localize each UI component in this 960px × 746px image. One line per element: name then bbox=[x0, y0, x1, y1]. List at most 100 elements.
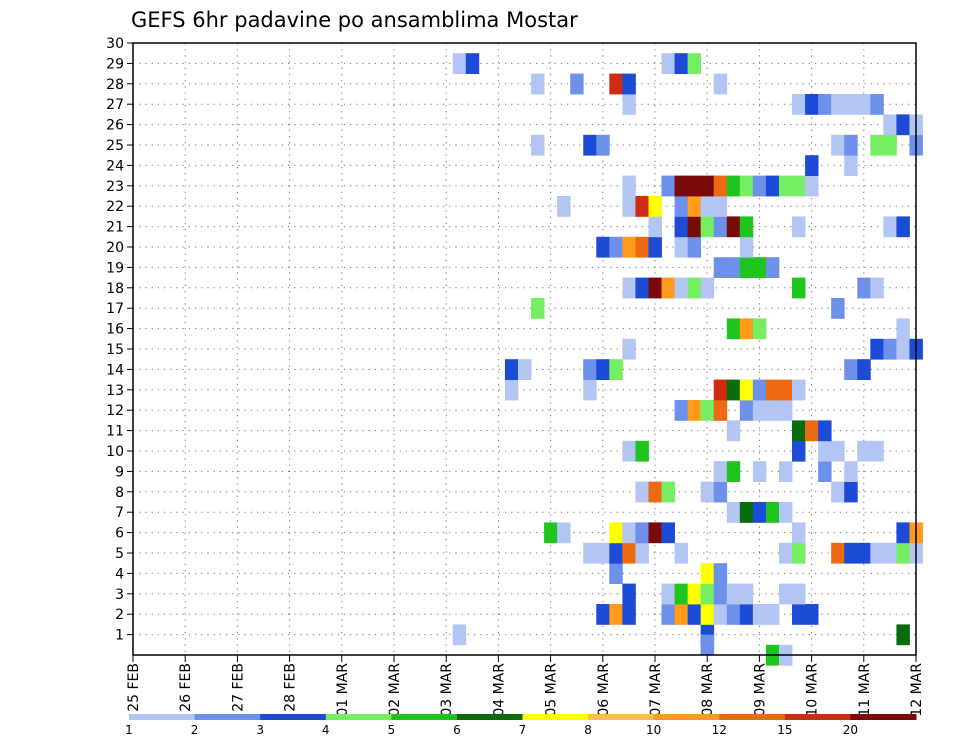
heatmap-cell bbox=[687, 216, 702, 238]
heatmap-cell bbox=[557, 522, 571, 544]
heatmap-cell bbox=[609, 542, 623, 564]
heatmap-cell bbox=[739, 583, 754, 605]
x-tick-label: 04 MAR bbox=[491, 663, 507, 717]
heatmap-cell bbox=[896, 522, 910, 544]
y-tick-label: 9 bbox=[115, 464, 124, 480]
heatmap-cell bbox=[661, 175, 675, 197]
heatmap-cell bbox=[870, 338, 884, 360]
colorbar-label: 2 bbox=[191, 723, 199, 737]
heatmap-cell bbox=[687, 196, 702, 217]
heatmap-cell bbox=[622, 94, 636, 115]
x-tick-label: 26 FEB bbox=[178, 663, 194, 712]
heatmap-cell bbox=[896, 542, 910, 564]
heatmap-cell bbox=[674, 196, 689, 217]
heatmap-cell bbox=[883, 134, 897, 156]
colorbar-segment bbox=[129, 714, 196, 720]
heatmap-cell bbox=[609, 522, 623, 544]
heatmap-cell bbox=[739, 502, 754, 523]
heatmap-cell bbox=[752, 604, 767, 625]
heatmap-cell bbox=[752, 502, 767, 523]
heatmap-cell bbox=[765, 400, 780, 421]
heatmap-cell bbox=[465, 53, 480, 74]
x-tick-label: 05 MAR bbox=[544, 663, 560, 717]
heatmap-cell bbox=[831, 134, 845, 156]
x-tick-label: 07 MAR bbox=[648, 663, 664, 717]
heatmap-cell bbox=[765, 257, 780, 278]
heatmap-cell bbox=[726, 379, 741, 401]
heatmap-cell bbox=[700, 481, 715, 503]
colorbar-label: 1 bbox=[125, 723, 133, 737]
y-tick-label: 16 bbox=[106, 322, 124, 338]
heatmap-cell bbox=[674, 400, 689, 421]
y-tick-label: 12 bbox=[106, 403, 124, 419]
y-tick-label: 1 bbox=[115, 628, 124, 644]
heatmap-cell bbox=[700, 216, 715, 238]
heatmap-cell bbox=[596, 359, 610, 380]
heatmap-cell bbox=[609, 563, 623, 584]
heatmap-cell bbox=[583, 379, 597, 401]
heatmap-cell bbox=[883, 542, 897, 564]
heatmap-cell bbox=[857, 359, 871, 380]
heatmap-cell bbox=[739, 257, 754, 278]
heatmap-cell bbox=[792, 277, 806, 299]
heatmap-cell bbox=[739, 216, 754, 238]
heatmap-cell bbox=[622, 196, 636, 217]
heatmap-cell bbox=[870, 277, 884, 299]
heatmap-cell bbox=[765, 379, 780, 401]
y-tick-label: 22 bbox=[106, 199, 124, 215]
heatmap-cell bbox=[844, 359, 858, 380]
heatmap-cell bbox=[831, 298, 845, 319]
heatmap-cell bbox=[504, 359, 519, 380]
y-tick-label: 2 bbox=[115, 607, 124, 623]
heatmap-cell bbox=[622, 522, 636, 544]
heatmap-cell bbox=[778, 400, 793, 421]
heatmap-cell bbox=[778, 542, 793, 564]
heatmap-cell bbox=[778, 379, 793, 401]
heatmap-cell bbox=[752, 318, 767, 340]
x-tick-label: 03 MAR bbox=[439, 663, 455, 717]
heatmap-cell bbox=[452, 624, 467, 646]
heatmap-cell bbox=[857, 277, 871, 299]
heatmap-cell bbox=[739, 175, 754, 197]
heatmap-cell bbox=[844, 481, 858, 503]
heatmap-cell bbox=[622, 583, 636, 605]
y-tick-label: 18 bbox=[106, 281, 124, 297]
heatmap-cell bbox=[870, 542, 884, 564]
heatmap-cell bbox=[635, 481, 649, 503]
colorbar-segment bbox=[260, 714, 327, 720]
heatmap-cell bbox=[896, 216, 910, 238]
heatmap-cell bbox=[452, 53, 467, 74]
heatmap-cell bbox=[713, 583, 728, 605]
heatmap-cell bbox=[778, 502, 793, 523]
y-tick-label: 17 bbox=[106, 301, 124, 317]
heatmap-cell bbox=[661, 481, 675, 503]
colorbar-segment bbox=[653, 714, 720, 720]
heatmap-cell bbox=[674, 583, 689, 605]
heatmap-cell bbox=[687, 400, 702, 421]
heatmap-cell bbox=[713, 216, 728, 238]
y-tick-label: 25 bbox=[106, 138, 124, 154]
heatmap-cell bbox=[622, 175, 636, 197]
y-tick-label: 3 bbox=[115, 587, 124, 603]
y-tick-label: 26 bbox=[106, 118, 124, 134]
y-tick-label: 21 bbox=[106, 220, 124, 236]
colorbar-segment bbox=[850, 714, 917, 720]
heatmap-cell bbox=[622, 440, 636, 462]
heatmap-cell bbox=[726, 502, 741, 523]
heatmap-cell bbox=[792, 440, 806, 462]
y-tick-label: 14 bbox=[106, 362, 124, 378]
y-tick-label: 7 bbox=[115, 505, 124, 521]
heatmap-cell bbox=[648, 481, 662, 503]
y-tick-label: 13 bbox=[106, 383, 124, 399]
heatmap-cell bbox=[844, 461, 858, 482]
heatmap-cell bbox=[831, 440, 845, 462]
heatmap-cell bbox=[883, 114, 897, 136]
heatmap-cell bbox=[635, 196, 649, 217]
heatmap-cell bbox=[622, 236, 636, 258]
colorbar-label: 10 bbox=[646, 723, 661, 737]
heatmap-cell bbox=[713, 481, 728, 503]
heatmap-cell bbox=[596, 542, 610, 564]
heatmap-cell bbox=[792, 420, 806, 442]
x-tick-label: 02 MAR bbox=[387, 663, 403, 717]
